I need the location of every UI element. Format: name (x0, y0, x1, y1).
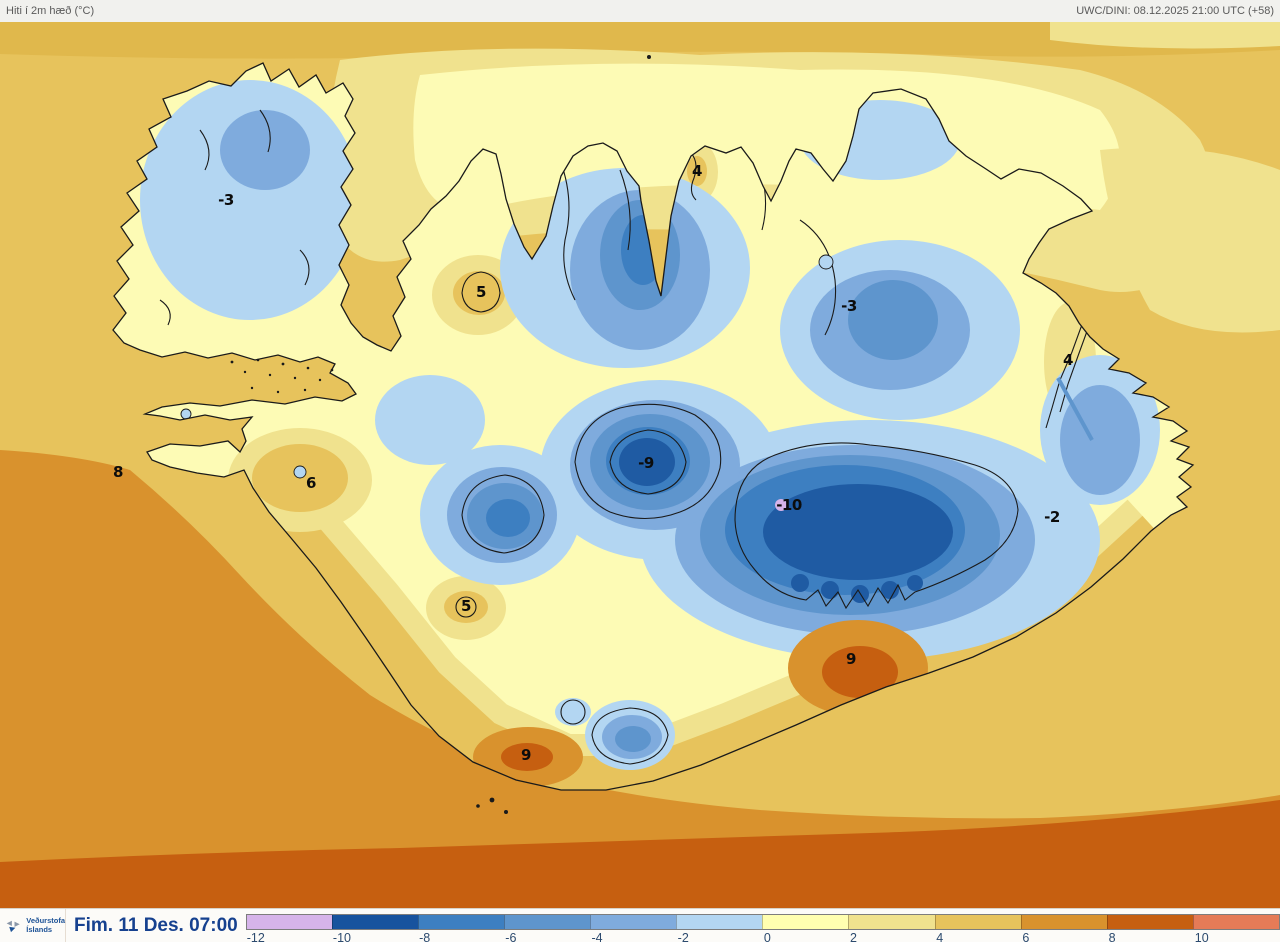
legend-tick-10: 10 (1194, 931, 1209, 942)
logo-text-line2: Íslands (26, 924, 53, 934)
map-title: Hiti í 2m hæð (°C) (6, 5, 95, 17)
legend-band--4 (590, 915, 677, 929)
legend-band-6 (1020, 915, 1107, 929)
legend-band--6 (504, 915, 591, 929)
legend-band-8 (1106, 915, 1193, 929)
temperature-label: 4 (1063, 351, 1073, 369)
temperature-label: 5 (476, 283, 486, 301)
temperature-label: -3 (218, 191, 234, 209)
legend-band-2 (848, 915, 935, 929)
legend-tick--10: -10 (332, 931, 351, 942)
legend-tick-labels: -12 -10 -8 -6 -4 -2 0 2 4 6 8 10 (246, 930, 1280, 942)
legend-band--2 (676, 915, 763, 929)
forecast-datetime: Fim. 11 Des. 07:00 (74, 914, 238, 936)
legend-band--8 (417, 915, 505, 929)
legend-tick--8: -8 (419, 931, 431, 942)
coastline (112, 62, 1195, 791)
legend-band-0 (762, 915, 849, 929)
temperature-label: 9 (521, 746, 531, 764)
temperature-label: 6 (306, 474, 316, 492)
legend-tick--6: -6 (505, 931, 517, 942)
legend-tick--2: -2 (677, 931, 689, 942)
legend-tick-4: 4 (936, 931, 944, 942)
legend-band--10 (331, 915, 418, 929)
footer-bar: Veðurstofa Íslands Fim. 11 Des. 07:00 -1… (0, 908, 1280, 942)
temperature-label: 9 (846, 650, 856, 668)
legend-color-strip (245, 914, 1280, 930)
legend-band-4 (934, 915, 1021, 929)
header-bar: Hiti í 2m hæð (°C) UWC/DINI: 08.12.2025 … (0, 0, 1280, 22)
temperature-label: -2 (1044, 508, 1060, 526)
temperature-label: -3 (841, 297, 857, 315)
legend-tick--4: -4 (591, 931, 603, 942)
model-run-info: UWC/DINI: 08.12.2025 21:00 UTC (+58) (1076, 5, 1274, 17)
vedurstofa-logo-icon (6, 920, 20, 932)
temperature-label: 4 (692, 162, 702, 180)
legend-tick-0: 0 (763, 931, 771, 942)
temperature-label: 5 (461, 597, 471, 615)
vedurstofa-logo: Veðurstofa Íslands (0, 909, 66, 942)
logo-text-line1: Veðurstofa (26, 916, 65, 926)
legend-tick-8: 8 (1108, 931, 1116, 942)
temperature-label: -10 (776, 496, 802, 514)
temperature-label: -9 (638, 454, 654, 472)
temperature-label: 8 (113, 463, 123, 481)
legend-band--12 (246, 915, 332, 929)
legend-band-10 (1192, 915, 1280, 929)
legend-tick--12: -12 (246, 931, 265, 942)
temperature-legend: -12 -10 -8 -6 -4 -2 0 2 4 6 8 10 (245, 912, 1280, 942)
legend-tick-6: 6 (1022, 931, 1030, 942)
legend-tick-2: 2 (850, 931, 857, 942)
